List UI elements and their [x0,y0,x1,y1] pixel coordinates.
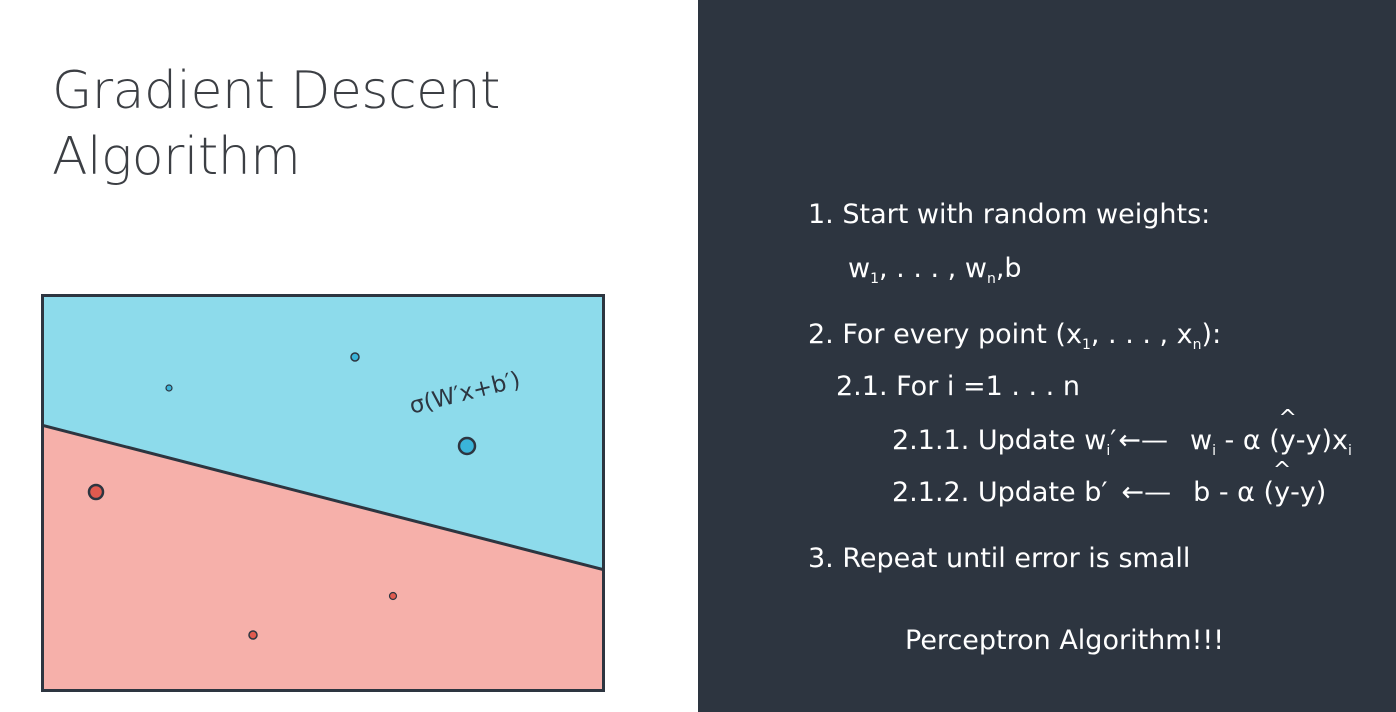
update-w-expression: wi - α (y-y)xi [1190,424,1352,458]
subscript: i [1212,443,1216,459]
error-term: -y)x [1295,425,1348,456]
alpha-term: - α ( [1215,425,1280,456]
left-arrow-icon: ←— [1121,477,1172,508]
prime-mark: ′ [1110,425,1117,456]
error-term: -y) [1290,477,1327,508]
diagram-border [41,294,605,692]
subscript: i [1348,443,1352,459]
step-2-text: 2. For every point (x [808,319,1082,350]
step-1-weights: w1, . . . , wn,b [848,252,1022,286]
red-point-large [87,483,105,501]
y-hat: y [1280,424,1296,458]
subscript: n [1192,337,1202,353]
update-b-expression: b - α (y-y) [1193,476,1326,510]
point-ellipsis: , . . . , x [1090,319,1193,350]
red-region [41,425,605,692]
update-w-text: 2.1.1. Update w [892,425,1107,456]
blue-region [41,294,605,570]
subscript: 1 [870,271,880,287]
bias-b: ,b [995,253,1022,284]
step-3: 3. Repeat until error is small [808,543,1191,574]
weight-w: w [1189,425,1213,456]
blue-point [165,384,173,392]
decision-boundary [41,423,605,572]
title-line-1: Gradient Descent [52,61,500,121]
y-hat: y [1274,476,1290,510]
blue-point [350,352,360,362]
red-point [248,630,258,640]
left-arrow-icon: ←— [1118,425,1168,456]
step-2-1-1: 2.1.1. Update wi′←—wi - α (y-y)xi [892,424,1352,458]
perceptron-note: Perceptron Algorithm!!! [905,625,1225,656]
step-2-end: ): [1201,319,1222,350]
step-1: 1. Start with random weights: [808,199,1211,230]
subscript: 1 [1081,337,1091,353]
classification-diagram [41,294,605,692]
right-panel [698,0,1396,712]
subscript: i [1106,443,1111,459]
bias-term: b - α ( [1193,477,1275,508]
red-point [388,591,398,601]
subscript: n [986,271,996,287]
step-2: 2. For every point (x1, . . . , xn): [808,318,1221,352]
blue-point-large [457,436,477,456]
weight-w: w [848,253,871,284]
weights-ellipsis: , . . . , w [879,253,987,284]
title-line-2: Algorithm [52,127,301,187]
page-title: Gradient Descent Algorithm [52,58,500,190]
step-2-1-2: 2.1.2. Update b′ ←— b - α (y-y) [892,476,1326,510]
step-2-1: 2.1. For i =1 . . . n [836,371,1080,402]
update-b-text: 2.1.2. Update b′ [892,477,1108,508]
